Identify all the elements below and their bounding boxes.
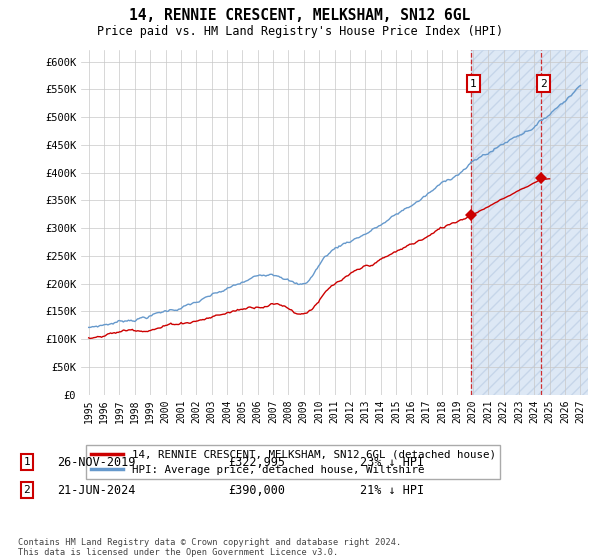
Text: Price paid vs. HM Land Registry's House Price Index (HPI): Price paid vs. HM Land Registry's House …: [97, 25, 503, 38]
Text: Contains HM Land Registry data © Crown copyright and database right 2024.
This d: Contains HM Land Registry data © Crown c…: [18, 538, 401, 557]
Text: 2: 2: [23, 485, 31, 495]
Text: 2: 2: [541, 79, 547, 88]
Bar: [471, 50, 596, 395]
Text: £390,000: £390,000: [228, 483, 285, 497]
Text: 1: 1: [23, 457, 31, 467]
Legend: 14, RENNIE CRESCENT, MELKSHAM, SN12 6GL (detached house), HPI: Average price, de: 14, RENNIE CRESCENT, MELKSHAM, SN12 6GL …: [86, 445, 500, 479]
Text: 1: 1: [470, 79, 477, 88]
Bar: [471, 50, 596, 395]
Text: 26-NOV-2019: 26-NOV-2019: [57, 455, 136, 469]
Text: 14, RENNIE CRESCENT, MELKSHAM, SN12 6GL: 14, RENNIE CRESCENT, MELKSHAM, SN12 6GL: [130, 8, 470, 24]
Text: 21-JUN-2024: 21-JUN-2024: [57, 483, 136, 497]
Text: 23% ↓ HPI: 23% ↓ HPI: [360, 455, 424, 469]
Text: 21% ↓ HPI: 21% ↓ HPI: [360, 483, 424, 497]
Text: £322,995: £322,995: [228, 455, 285, 469]
